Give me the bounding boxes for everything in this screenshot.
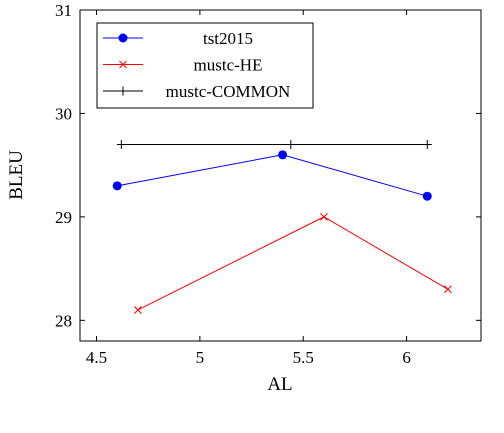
marker: [286, 139, 296, 149]
marker: [278, 150, 288, 160]
legend-label: tst2015: [203, 29, 253, 48]
legend-box: [96, 22, 314, 109]
marker: [119, 60, 127, 69]
series-line: [117, 154, 428, 197]
marker: [320, 213, 328, 221]
marker: [444, 285, 452, 294]
x-tick-label: 6: [402, 348, 411, 367]
x-axis-label: AL: [267, 374, 292, 395]
marker: [116, 139, 126, 149]
marker: [118, 33, 128, 43]
y-tick-label: 29: [55, 208, 72, 227]
marker: [112, 181, 122, 191]
legend-label: mustc-COMMON: [166, 82, 291, 101]
x-tick-label: 5.5: [293, 348, 314, 367]
series-line: [137, 216, 449, 311]
marker: [422, 139, 432, 149]
legend-label: mustc-HE: [194, 56, 263, 75]
marker: [134, 306, 142, 314]
marker: [118, 86, 128, 96]
x-tick-label: 4.5: [86, 348, 107, 367]
y-tick-label: 28: [55, 311, 72, 330]
marker: [422, 191, 432, 201]
plot-frame: [79, 9, 482, 342]
x-tick-label: 5: [196, 348, 205, 367]
y-tick-label: 30: [55, 104, 72, 123]
y-tick-label: 31: [55, 1, 72, 20]
y-axis-label: BLEU: [6, 150, 27, 200]
